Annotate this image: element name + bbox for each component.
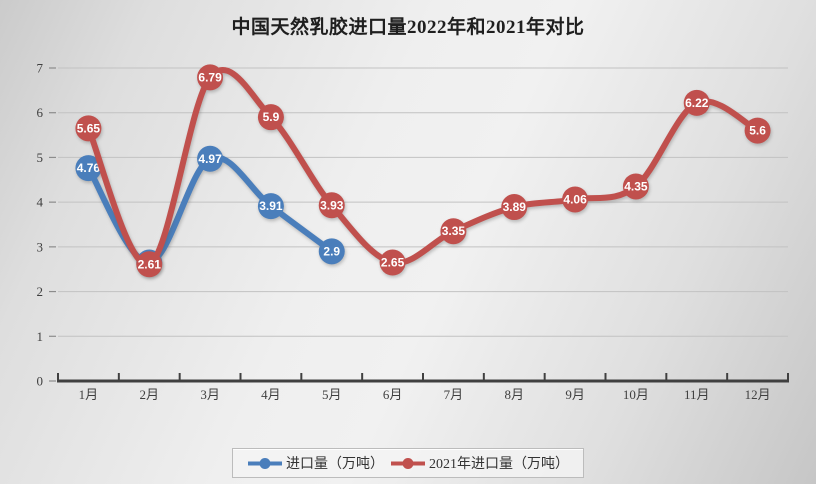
legend-line-marker-icon xyxy=(391,457,425,469)
data-point-label: 3.93 xyxy=(320,198,344,212)
data-point-marker xyxy=(257,104,284,131)
legend-label-2022: 进口量（万吨） xyxy=(286,457,384,472)
legend-line-marker-icon xyxy=(248,457,282,469)
data-point-label: 4.35 xyxy=(624,179,648,193)
data-point-marker xyxy=(197,145,224,172)
axes: 0 1 2 3 4 5 6 7 1月 2月 3月 4月 5月 6月 7月 8月 9月 10月 11月 12月 xyxy=(37,61,789,402)
data-point-label: 6.79 xyxy=(198,70,222,84)
data-point-label: 5.6 xyxy=(749,124,766,138)
data-point-label: 6.22 xyxy=(685,96,709,110)
y-axis-label: 1 xyxy=(37,329,44,344)
data-point-marker xyxy=(744,117,771,144)
x-axis-label: 11月 xyxy=(684,387,710,402)
data-point-label: 4.97 xyxy=(198,152,222,166)
line-chart-area: 0 1 2 3 4 5 6 7 1月 2月 3月 4月 5月 6月 7月 8月 9月 10月 11月 12月 4.76 2… xyxy=(37,61,789,402)
legend-label-2021: 2021年进口量（万吨） xyxy=(429,457,569,472)
data-point-label: 5.65 xyxy=(77,121,101,135)
data-point-marker xyxy=(75,155,102,182)
legend-item-2022: 进口量（万吨） xyxy=(247,453,384,473)
data-point-label: 4.06 xyxy=(563,192,587,206)
legend-item-2021: 2021年进口量（万吨） xyxy=(390,453,569,473)
y-axis-label: 7 xyxy=(37,61,44,76)
y-axis-label: 2 xyxy=(37,284,44,299)
data-point-marker xyxy=(562,186,589,213)
data-point-label: 3.91 xyxy=(259,199,283,213)
data-point-label: 2.9 xyxy=(323,244,340,258)
data-point-label: 3.35 xyxy=(442,224,466,238)
x-axis-label: 6月 xyxy=(383,387,403,402)
x-axis-label: 8月 xyxy=(504,387,524,402)
data-point-marker xyxy=(318,192,345,219)
data-point-marker xyxy=(318,238,345,265)
x-axis-label: 12月 xyxy=(745,387,771,402)
data-point-marker xyxy=(257,193,284,220)
data-point-marker xyxy=(440,218,467,245)
x-axis-label: 3月 xyxy=(200,387,220,402)
data-point-label: 2.65 xyxy=(381,256,405,270)
x-axis-label: 7月 xyxy=(444,387,464,402)
y-axis-label: 0 xyxy=(37,374,44,389)
data-point-marker xyxy=(501,194,528,221)
legend-marker-sample xyxy=(402,457,414,469)
data-point-label: 5.9 xyxy=(263,110,280,124)
legend-marker-sample xyxy=(259,457,271,469)
series-line xyxy=(85,67,761,268)
chart-title: 中国天然乳胶进口量2022年和2021年对比 xyxy=(231,17,585,38)
data-point-marker xyxy=(136,251,163,278)
x-axis-label: 2月 xyxy=(139,387,159,402)
y-axis-label: 5 xyxy=(37,150,44,165)
chart-legend: 进口量（万吨） 2021年进口量（万吨） xyxy=(232,448,584,478)
y-axis-label: 6 xyxy=(37,105,44,120)
data-point-label: 4.76 xyxy=(77,161,101,175)
series-1: 5.65 2.61 6.79 5.9 3.93 2.65 3.35 3.89 4.06 4.35 6… xyxy=(75,64,771,278)
data-point-marker xyxy=(75,115,102,142)
data-point-label: 3.89 xyxy=(503,200,527,214)
data-point-marker xyxy=(683,89,710,116)
y-axis-label: 3 xyxy=(37,239,44,254)
x-axis-label: 9月 xyxy=(565,387,585,402)
data-point-marker xyxy=(197,64,224,91)
data-point-marker xyxy=(622,173,649,200)
data-point-marker xyxy=(379,249,406,276)
x-axis-label: 4月 xyxy=(261,387,281,402)
y-axis-label: 4 xyxy=(37,195,44,210)
x-axis-label: 10月 xyxy=(623,387,649,402)
x-axis-label: 5月 xyxy=(322,387,342,402)
data-point-label: 2.61 xyxy=(138,257,162,271)
x-axis-label: 1月 xyxy=(79,387,99,402)
